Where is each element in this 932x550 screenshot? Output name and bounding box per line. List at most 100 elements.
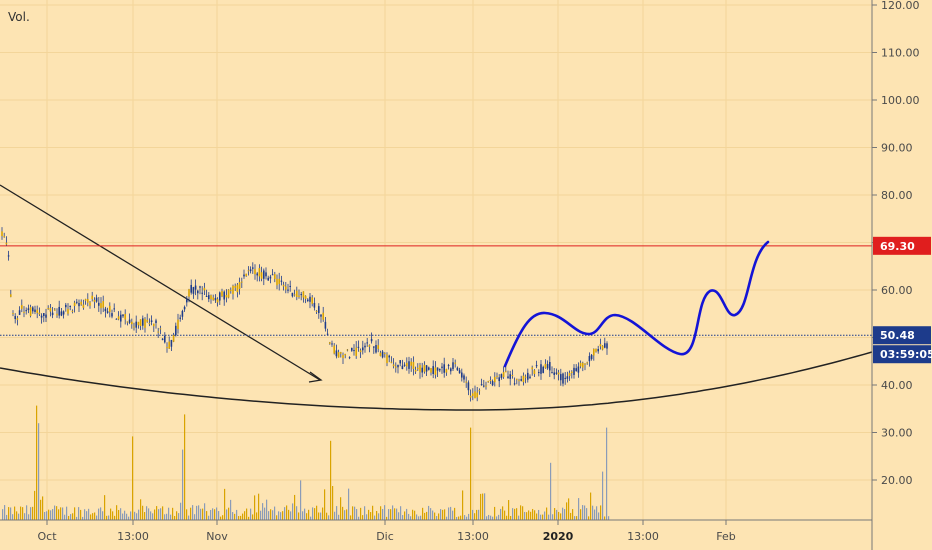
volume-bar <box>472 509 474 520</box>
volume-bar <box>398 512 400 520</box>
candle-body <box>300 294 302 296</box>
volume-bar <box>412 509 414 520</box>
candle-body <box>454 362 456 364</box>
volume-bar <box>58 509 60 520</box>
candle-body <box>122 314 124 317</box>
candle-body <box>192 287 195 294</box>
candle-body <box>527 372 529 380</box>
last-price-badge-label: 50.48 <box>880 329 915 342</box>
candle-body <box>278 278 280 284</box>
candle-body <box>344 353 346 356</box>
x-tick-label: 13:00 <box>117 530 149 543</box>
last-price-badge-bg <box>873 326 931 345</box>
volume-bar <box>270 509 272 520</box>
volume-bar <box>520 505 522 520</box>
resistance-badge-bg <box>873 236 931 255</box>
candle-body <box>91 295 93 299</box>
volume-bar <box>370 512 372 520</box>
volume-bar <box>344 510 346 520</box>
volume-bar <box>358 516 360 520</box>
volume-bar <box>290 511 292 520</box>
volume-bar <box>246 508 248 520</box>
candle-body <box>188 289 190 297</box>
volume-bar <box>570 512 572 520</box>
candle-body <box>326 333 329 335</box>
candle-body <box>51 312 54 316</box>
drawing-lines <box>0 184 873 411</box>
candle-body <box>595 348 597 352</box>
volume-bar <box>180 502 182 520</box>
candle-body <box>370 338 373 342</box>
candle-body <box>359 350 362 353</box>
candle-body <box>293 294 296 296</box>
volume-bar <box>148 508 150 520</box>
volume-bar <box>174 515 176 520</box>
candle-body <box>546 364 549 369</box>
volume-bar <box>100 507 102 520</box>
volume-bar <box>234 513 236 520</box>
y-tick-label: 90.00 <box>881 142 913 155</box>
volume-bar <box>172 507 174 520</box>
candle-body <box>45 314 47 318</box>
candle-body <box>150 320 153 322</box>
candle-body <box>318 306 320 313</box>
candle-body <box>291 292 294 297</box>
trend-arrow-line <box>0 184 321 381</box>
candle-body <box>443 364 445 373</box>
volume-bar <box>368 509 370 520</box>
candle-body <box>146 319 148 322</box>
volume-bar <box>242 513 244 520</box>
candle-body <box>518 380 520 382</box>
candle-body <box>577 366 580 373</box>
candle-body <box>531 367 533 370</box>
candle-body <box>159 328 162 330</box>
volume-bar <box>558 511 560 520</box>
volume-bar <box>594 509 596 520</box>
candle-body <box>100 303 102 309</box>
volume-bar <box>474 513 476 520</box>
candle-body <box>469 395 472 398</box>
candle-body <box>144 318 146 328</box>
volume-bar <box>522 506 524 520</box>
candle-body <box>582 362 584 368</box>
volume-bar <box>438 513 440 520</box>
candle-body <box>483 385 485 387</box>
volume-bar <box>106 515 108 520</box>
volume-bar <box>284 507 286 520</box>
volume-bar <box>308 509 310 520</box>
candle-body <box>258 268 261 277</box>
candle-body <box>296 290 298 298</box>
volume-bar <box>408 513 410 520</box>
candle-body <box>313 302 316 308</box>
volume-bar <box>164 514 166 520</box>
volume-bar <box>124 510 126 520</box>
price-axis: 20.0030.0040.0050.0060.0070.0080.0090.00… <box>871 0 920 550</box>
candle-body <box>161 338 164 341</box>
volume-bar <box>568 498 570 520</box>
volume-bar <box>538 509 540 520</box>
volume-bar <box>478 509 480 520</box>
volume-bar <box>572 509 574 520</box>
volume-bar <box>92 513 94 520</box>
candle-body <box>397 364 399 368</box>
volume-bar <box>114 515 116 520</box>
volume-bar <box>418 516 420 520</box>
volume-bar <box>552 514 554 520</box>
volume-bar <box>210 509 212 520</box>
y-tick-label: 40.00 <box>881 379 913 392</box>
volume-bar <box>80 509 82 520</box>
volume-bar <box>354 506 356 520</box>
volume-bar <box>312 507 314 520</box>
candle-body <box>225 294 228 298</box>
candle-body <box>183 306 186 310</box>
candle-body <box>322 312 324 320</box>
volume-bar <box>258 493 260 520</box>
volume-bar <box>350 515 352 520</box>
x-tick-label: Feb <box>716 530 735 543</box>
countdown-badge-bg <box>873 345 931 364</box>
candle-body <box>588 356 591 362</box>
volume-bar <box>336 506 338 520</box>
candle-body <box>40 315 43 318</box>
volume-bar <box>340 497 342 520</box>
